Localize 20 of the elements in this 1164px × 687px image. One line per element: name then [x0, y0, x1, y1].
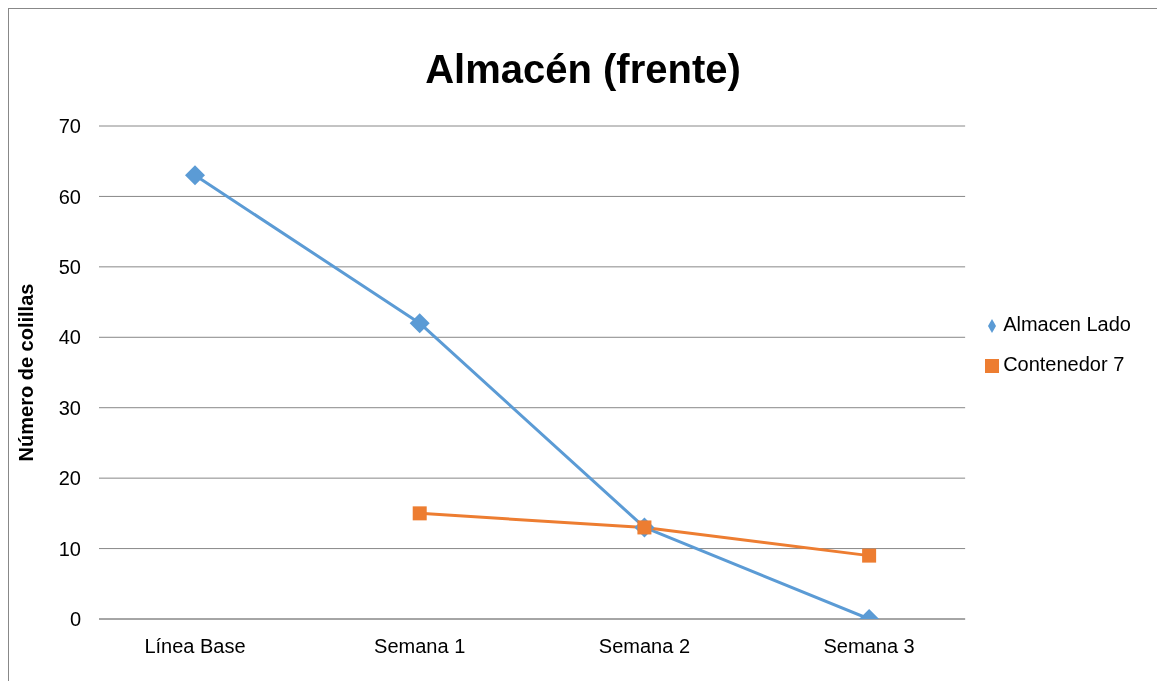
- legend-label: Contenedor 7: [1003, 353, 1125, 375]
- y-tick-label: 0: [69, 608, 81, 631]
- point: [862, 548, 877, 563]
- y-tick-label: 20: [58, 467, 81, 490]
- chart-title: Almacén (frente): [424, 47, 742, 92]
- y-tick-label: 40: [58, 326, 81, 349]
- x-tick-label: Semana 1: [374, 635, 466, 658]
- x-tick-label: Línea Base: [144, 635, 246, 658]
- x-tick-label: Semana 2: [598, 635, 690, 658]
- legend-label: Almacen Lado: [1003, 313, 1131, 335]
- point: [409, 313, 430, 334]
- y-tick-label: 10: [58, 537, 81, 560]
- y-tick-label: 60: [58, 185, 81, 208]
- y-tick-label: 50: [58, 255, 81, 278]
- y-axis-title: Número de colillas: [15, 283, 38, 462]
- y-tick-label: 30: [58, 396, 81, 419]
- y-tick-label: 70: [58, 115, 81, 138]
- point: [412, 506, 427, 521]
- point: [185, 165, 205, 186]
- x-tick-label: Semana 3: [823, 635, 915, 658]
